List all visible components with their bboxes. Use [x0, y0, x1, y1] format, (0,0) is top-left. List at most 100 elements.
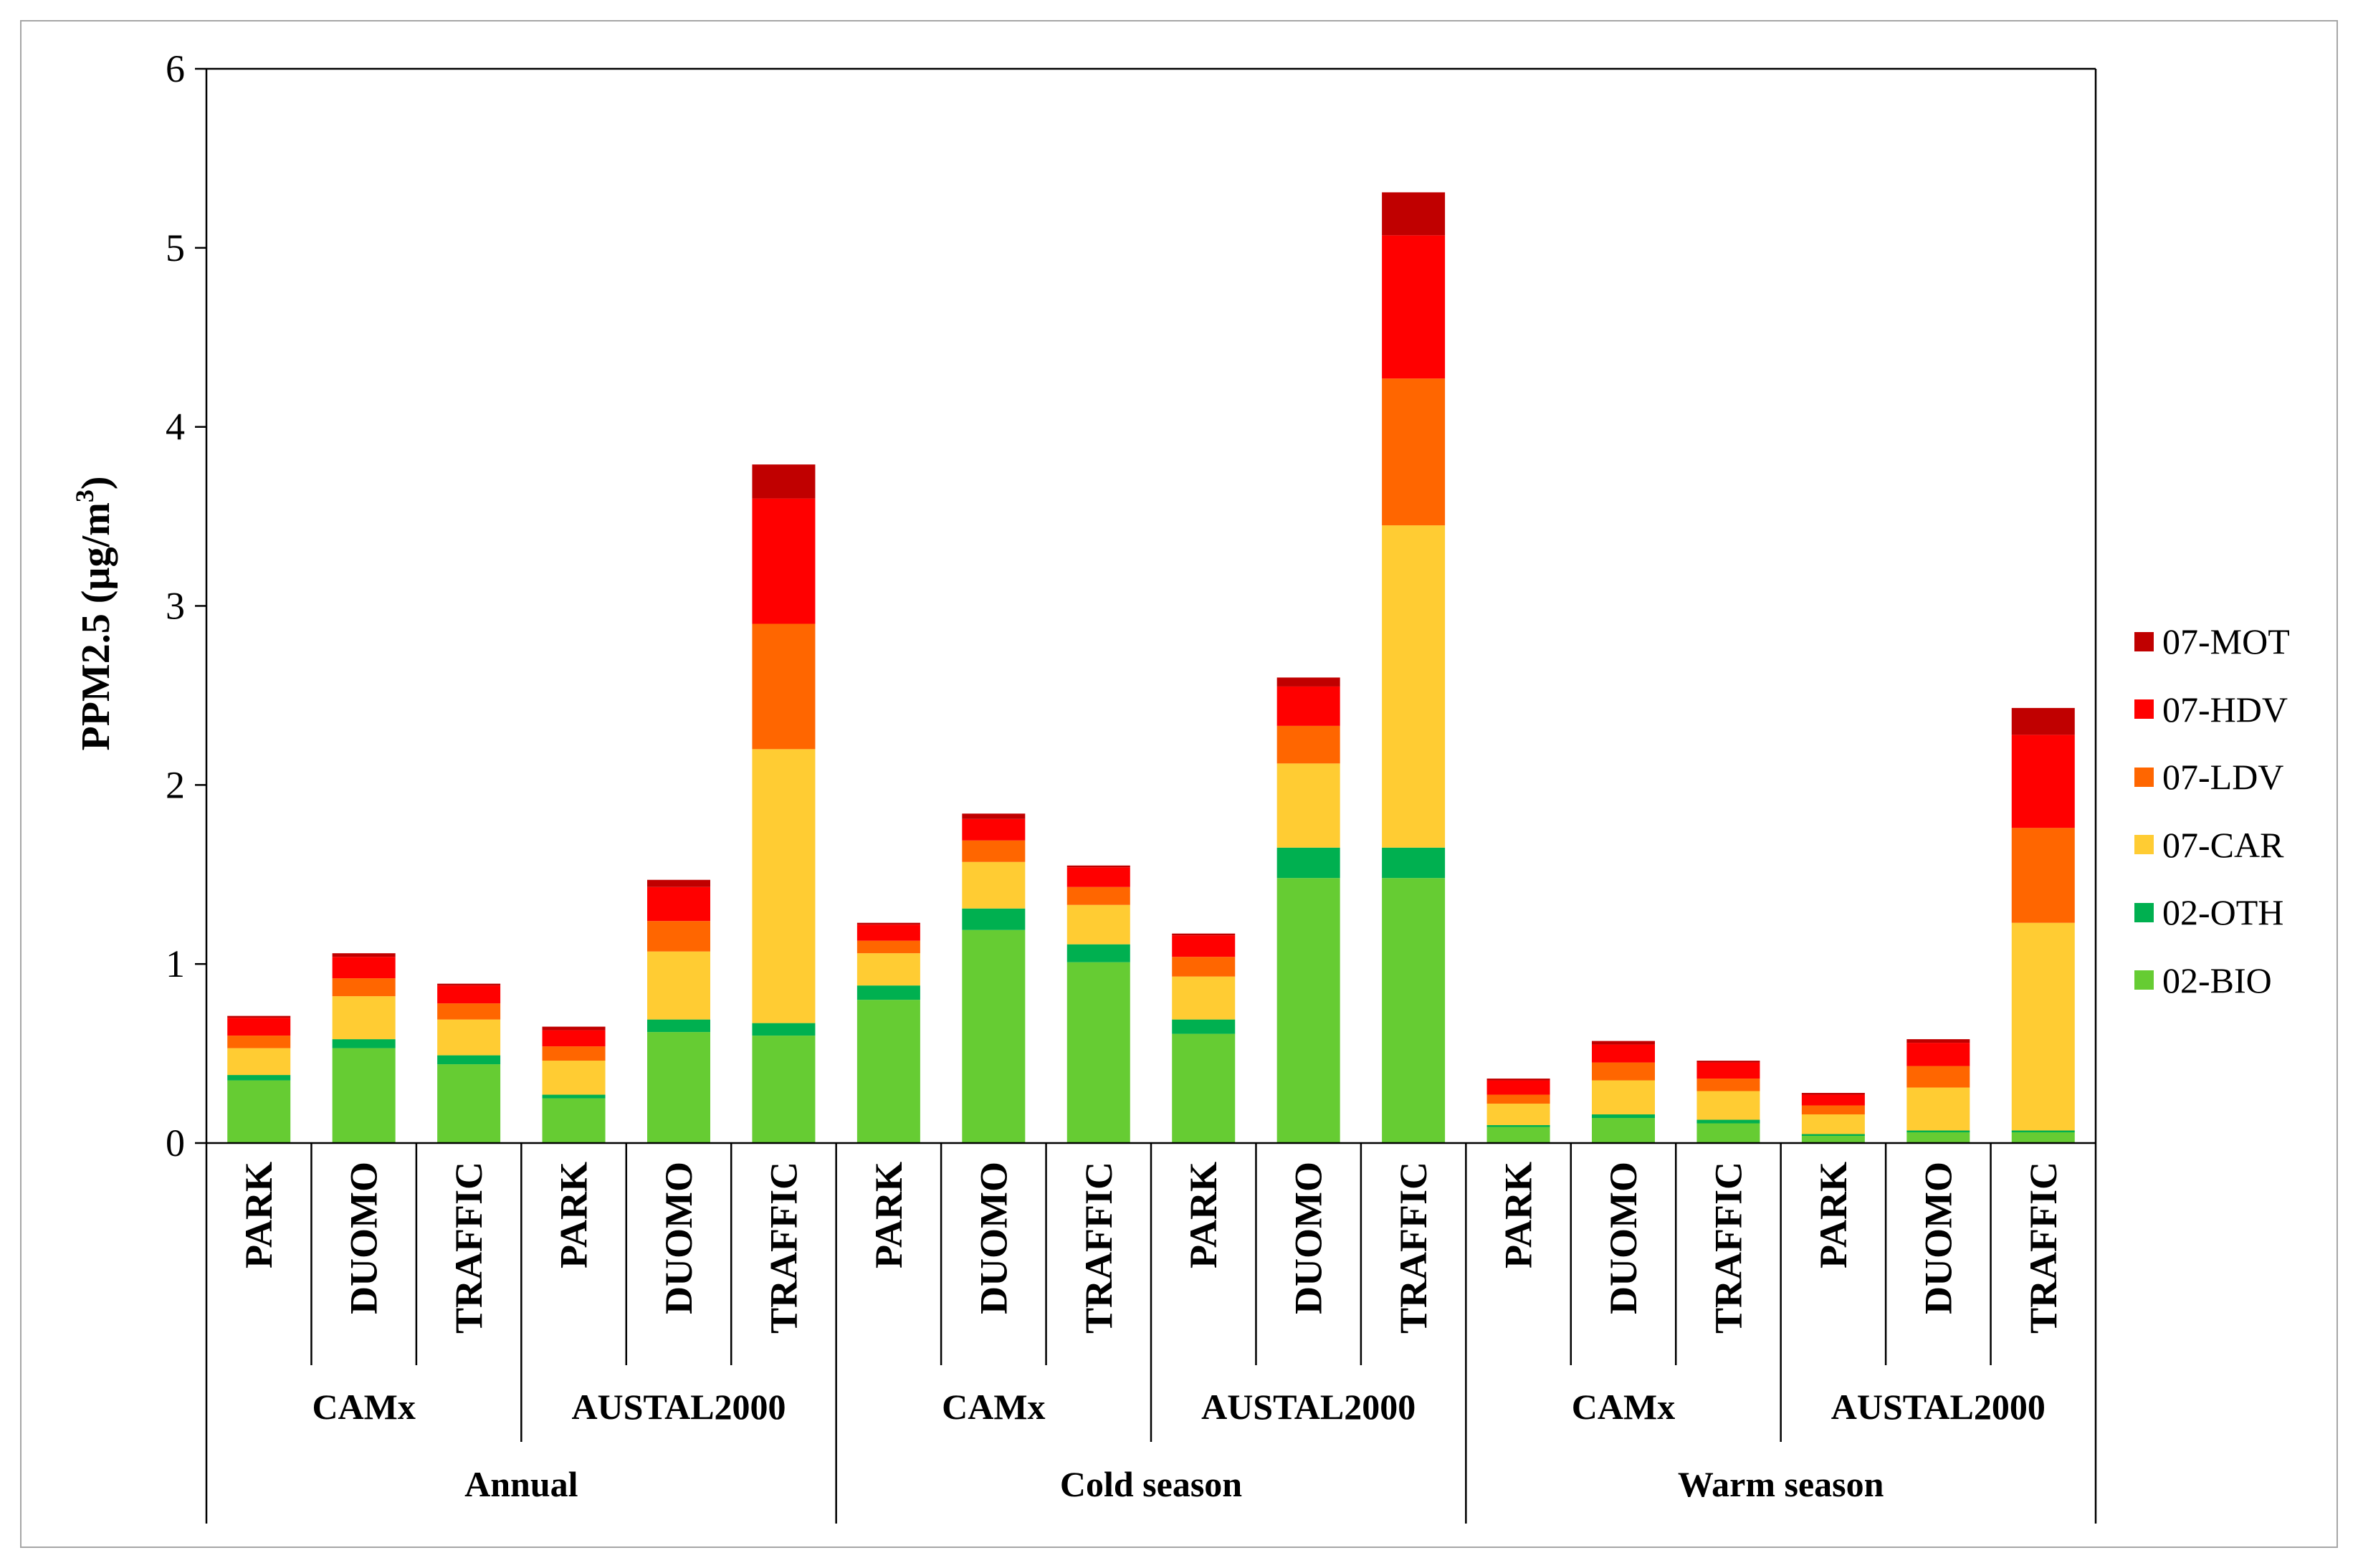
- bar-segment-07-mot: [1592, 1041, 1655, 1045]
- y-axis-label-close: ): [74, 476, 118, 489]
- x-category-label: PARK: [1497, 1162, 1540, 1268]
- bar-segment-02-bio: [227, 1080, 291, 1143]
- bar-segment-02-bio: [1276, 878, 1340, 1143]
- bar-segment-07-car: [542, 1061, 606, 1095]
- x-model-group-label: AUSTAL2000: [1831, 1387, 2046, 1427]
- bar-segment-07-hdv: [752, 498, 816, 624]
- y-tick-label: 5: [166, 226, 185, 269]
- bar-segment-07-hdv: [2011, 735, 2075, 828]
- bar-segment-02-oth: [1486, 1125, 1550, 1127]
- bar-segment-02-bio: [856, 1000, 920, 1143]
- bar-segment-02-bio: [437, 1064, 501, 1143]
- bar-segment-02-bio: [1066, 962, 1130, 1143]
- bar-segment-07-car: [752, 749, 816, 1023]
- x-category-label: TRAFFIC: [762, 1162, 805, 1334]
- x-model-group-label: CAMx: [312, 1387, 415, 1427]
- x-period-group-label: Annual: [464, 1464, 578, 1504]
- bar-segment-07-hdv: [647, 886, 710, 922]
- legend-swatch: [2134, 902, 2154, 922]
- bar-segment-07-mot: [542, 1026, 606, 1031]
- legend-swatch: [2134, 631, 2154, 651]
- x-category-label: PARK: [1812, 1162, 1855, 1268]
- bar-segment-07-hdv: [1172, 935, 1236, 957]
- x-category-label: TRAFFIC: [447, 1162, 490, 1334]
- bar-segment-07-car: [1066, 904, 1130, 945]
- bar-segment-07-ldv: [752, 623, 816, 750]
- bar-segment-07-hdv: [332, 957, 396, 979]
- bar-segment-02-oth: [1382, 847, 1446, 879]
- x-category-label: TRAFFIC: [2022, 1162, 2065, 1334]
- bar-segment-02-bio: [752, 1036, 816, 1143]
- bar-segment-07-hdv: [437, 985, 501, 1004]
- x-category-label: DUOMO: [1917, 1162, 1960, 1314]
- x-model-group-label: CAMx: [1572, 1387, 1675, 1427]
- legend-item: 02-BIO: [2134, 947, 2349, 1015]
- bar-segment-07-ldv: [1592, 1062, 1655, 1081]
- bar-segment-07-car: [227, 1048, 291, 1076]
- bar-segment-02-bio: [1801, 1136, 1865, 1143]
- y-axis-label-sup: 3: [70, 489, 99, 502]
- bar-segment-02-bio: [542, 1098, 606, 1143]
- bar-segment-07-mot: [1172, 933, 1236, 936]
- y-axis-label-main: PPM2.5 (µg/m: [74, 502, 118, 750]
- bar-segment-02-bio: [2011, 1132, 2075, 1143]
- axes-layer: 0 1 2 3 4 5 6: [166, 47, 2097, 1524]
- x-model-group-label: AUSTAL2000: [571, 1387, 786, 1427]
- legend-label: 07-HDV: [2162, 689, 2288, 730]
- bar-segment-07-hdv: [1276, 686, 1340, 726]
- legend-item: 07-LDV: [2134, 743, 2349, 811]
- y-tick-label: 6: [166, 47, 185, 90]
- bar-segment-02-bio: [1172, 1033, 1236, 1143]
- bar-segment-07-mot: [856, 922, 920, 925]
- x-model-group-label: CAMx: [942, 1387, 1045, 1427]
- bar-segment-02-oth: [856, 985, 920, 1000]
- bar-segment-02-oth: [752, 1023, 816, 1036]
- bar-segment-07-ldv: [647, 921, 710, 952]
- x-category-label: PARK: [867, 1162, 910, 1268]
- bar-segment-07-hdv: [227, 1018, 291, 1036]
- bar-segment-02-oth: [1592, 1114, 1655, 1119]
- x-category-label: PARK: [1182, 1162, 1225, 1268]
- bar-segment-07-mot: [1276, 677, 1340, 687]
- bar-segment-07-mot: [1906, 1039, 1970, 1043]
- legend-item: 07-CAR: [2134, 811, 2349, 879]
- bar-segment-07-ldv: [1801, 1105, 1865, 1115]
- legend-item: 07-HDV: [2134, 676, 2349, 744]
- bar-segment-02-oth: [332, 1039, 396, 1048]
- bar-segment-07-car: [1486, 1104, 1550, 1126]
- bars-layer: [227, 192, 2075, 1143]
- bar-segment-02-bio: [332, 1048, 396, 1143]
- bar-segment-07-hdv: [1066, 867, 1130, 887]
- y-tick-label: 4: [166, 406, 185, 449]
- x-model-group-label: AUSTAL2000: [1201, 1387, 1416, 1427]
- bar-segment-02-bio: [1696, 1123, 1760, 1143]
- bar-segment-07-mot: [437, 983, 501, 986]
- bar-segment-02-bio: [1592, 1118, 1655, 1143]
- bar-segment-02-oth: [542, 1094, 606, 1099]
- legend-label: 07-CAR: [2162, 824, 2284, 865]
- legend-label: 07-MOT: [2162, 621, 2290, 662]
- bar-segment-07-mot: [1486, 1079, 1550, 1081]
- bar-segment-07-hdv: [1382, 235, 1446, 379]
- x-period-group-label: Warm season: [1678, 1464, 1884, 1504]
- legend-swatch: [2134, 699, 2154, 720]
- bar-segment-07-car: [1382, 525, 1446, 848]
- bar-segment-07-mot: [752, 464, 816, 499]
- bar-segment-07-hdv: [962, 818, 1026, 841]
- y-axis-label: PPM2.5 (µg/m3): [70, 476, 118, 750]
- legend-swatch: [2134, 835, 2154, 855]
- bar-segment-07-ldv: [2011, 828, 2075, 923]
- bar-segment-07-car: [332, 996, 396, 1040]
- x-category-label: DUOMO: [1602, 1162, 1645, 1314]
- bar-segment-07-hdv: [1486, 1080, 1550, 1095]
- bar-segment-07-car: [962, 861, 1026, 909]
- bar-segment-07-car: [1696, 1091, 1760, 1120]
- x-category-label: DUOMO: [1287, 1162, 1330, 1314]
- bar-segment-07-car: [1276, 763, 1340, 848]
- bar-segment-07-hdv: [542, 1030, 606, 1047]
- bar-segment-07-mot: [1801, 1093, 1865, 1095]
- bar-segment-07-car: [1801, 1114, 1865, 1134]
- bar-segment-07-ldv: [332, 978, 396, 997]
- bar-segment-02-oth: [227, 1075, 291, 1081]
